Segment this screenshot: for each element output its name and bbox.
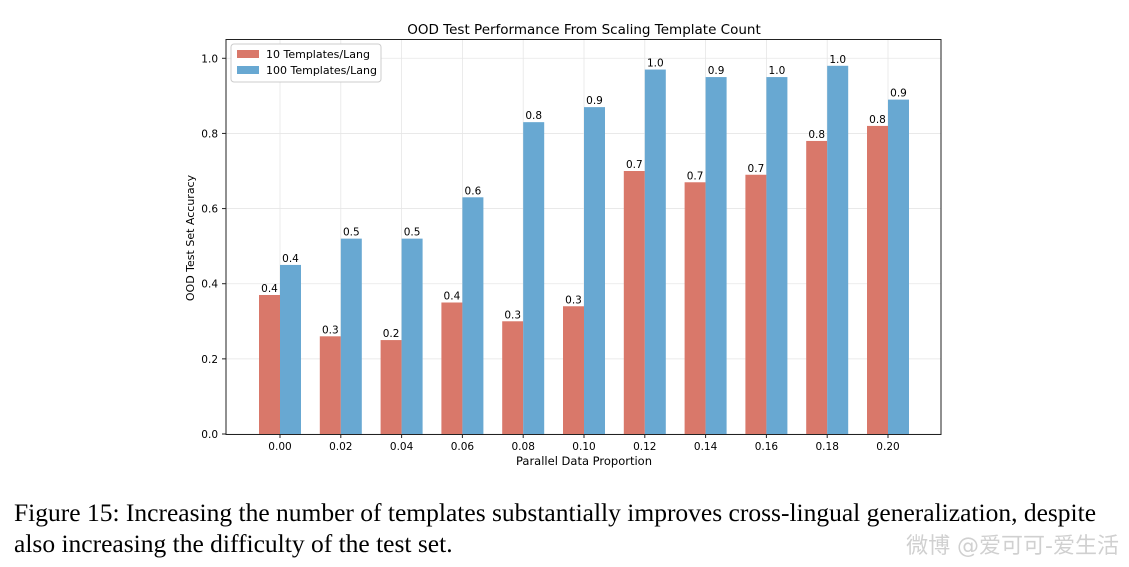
x-tick-label: 0.02	[329, 441, 352, 453]
bar-100-templates	[401, 238, 423, 434]
figure-caption: Figure 15: Increasing the number of temp…	[14, 498, 1097, 558]
bar-value-label: 0.8	[869, 114, 886, 126]
x-tick-label: 0.12	[633, 441, 656, 453]
y-tick-label: 0.0	[201, 429, 218, 441]
legend-swatch-100-templates	[237, 66, 259, 74]
x-axis-label: Parallel Data Proportion	[516, 454, 652, 468]
y-tick-label: 0.6	[201, 204, 218, 216]
x-tick-label: 0.20	[876, 441, 899, 453]
bar-100-templates	[280, 264, 301, 434]
legend-swatch-10-templates	[237, 50, 259, 58]
x-tick-label: 0.00	[268, 441, 291, 453]
bar-value-label: 0.3	[504, 309, 521, 321]
bar-100-templates	[340, 238, 362, 434]
bar-value-label: 0.9	[708, 65, 725, 77]
legend-box	[230, 43, 382, 83]
chart-title: OOD Test Performance From Scaling Templa…	[407, 22, 761, 38]
y-axis-label: OOD Test Set Accuracy	[184, 174, 197, 301]
bar-value-label: 1.0	[829, 54, 846, 66]
bar-100-templates	[584, 107, 605, 434]
bar-10-templates	[563, 306, 584, 434]
bar-value-label: 0.2	[383, 328, 400, 340]
legend: 10 Templates/Lang 100 Templates/Lang	[230, 43, 382, 83]
bar-value-label: 0.9	[890, 88, 907, 100]
bar-10-templates	[623, 171, 645, 434]
bar-10-templates	[259, 294, 280, 434]
plot-frame	[225, 39, 942, 435]
bar-value-label: 0.9	[586, 95, 603, 107]
watermark: 微博 @爱可可-爱生活	[906, 534, 1119, 559]
bar-100-templates	[523, 122, 545, 435]
bar-value-label: 0.4	[282, 253, 299, 265]
x-tick-label: 0.18	[816, 441, 839, 453]
legend-label-100-templates: 100 Templates/Lang	[266, 64, 377, 77]
bar-10-templates	[441, 302, 463, 434]
bar-value-label: 0.7	[626, 159, 643, 171]
x-tick-label: 0.04	[390, 441, 414, 453]
y-tick-label: 0.2	[201, 354, 218, 366]
y-tick-label: 1.0	[201, 53, 218, 65]
bar-value-label: 1.0	[769, 65, 786, 77]
bar-value-label: 0.6	[465, 185, 482, 197]
bar-value-label: 0.4	[444, 291, 461, 303]
bar-100-templates	[462, 197, 484, 434]
x-tick-label: 0.08	[512, 441, 535, 453]
bar-100-templates	[766, 77, 788, 435]
bar-10-templates	[380, 340, 402, 434]
bar-value-label: 0.7	[687, 170, 704, 182]
bar-value-label: 0.5	[404, 227, 421, 239]
bar-100-templates	[888, 99, 909, 434]
bar-10-templates	[806, 140, 828, 434]
bar-chart: OOD Test Performance From Scaling Templa…	[184, 22, 942, 468]
y-tick-label: 0.8	[201, 128, 218, 140]
bar-10-templates	[319, 336, 341, 434]
bar-value-label: 0.3	[322, 324, 339, 336]
bar-100-templates	[705, 77, 727, 435]
bar-10-templates	[684, 182, 706, 434]
bar-value-label: 0.8	[525, 110, 542, 122]
bar-100-templates	[644, 69, 666, 435]
x-tick-label: 0.16	[755, 441, 779, 453]
bar-10-templates	[502, 321, 524, 434]
bar-value-label: 0.5	[343, 227, 360, 239]
bar-value-label: 1.0	[647, 58, 664, 70]
axes: 0.0 0.2 0.4 0.6 0.8 1.0 0.00 0.02 0.04 0.06 0.08 0.…	[201, 53, 899, 453]
bar-value-label: 0.7	[748, 163, 765, 175]
bar-10-templates	[745, 174, 767, 434]
bar-10-templates	[867, 125, 888, 435]
x-tick-label: 0.06	[451, 441, 475, 453]
x-tick-label: 0.14	[694, 441, 718, 453]
legend-label-10-templates: 10 Templates/Lang	[266, 48, 370, 61]
bar-100-templates	[827, 65, 849, 435]
bars: 0.4 0.3 0.2 0.4 0.3 0.3 0.7 0.7 0.7 0.8 0.8 0.4 0.5 0…	[259, 54, 909, 435]
y-tick-label: 0.4	[201, 279, 218, 291]
bar-value-label: 0.8	[808, 129, 825, 141]
x-tick-label: 0.10	[572, 441, 595, 453]
bar-value-label: 0.3	[565, 294, 582, 306]
bar-value-label: 0.4	[261, 283, 278, 295]
